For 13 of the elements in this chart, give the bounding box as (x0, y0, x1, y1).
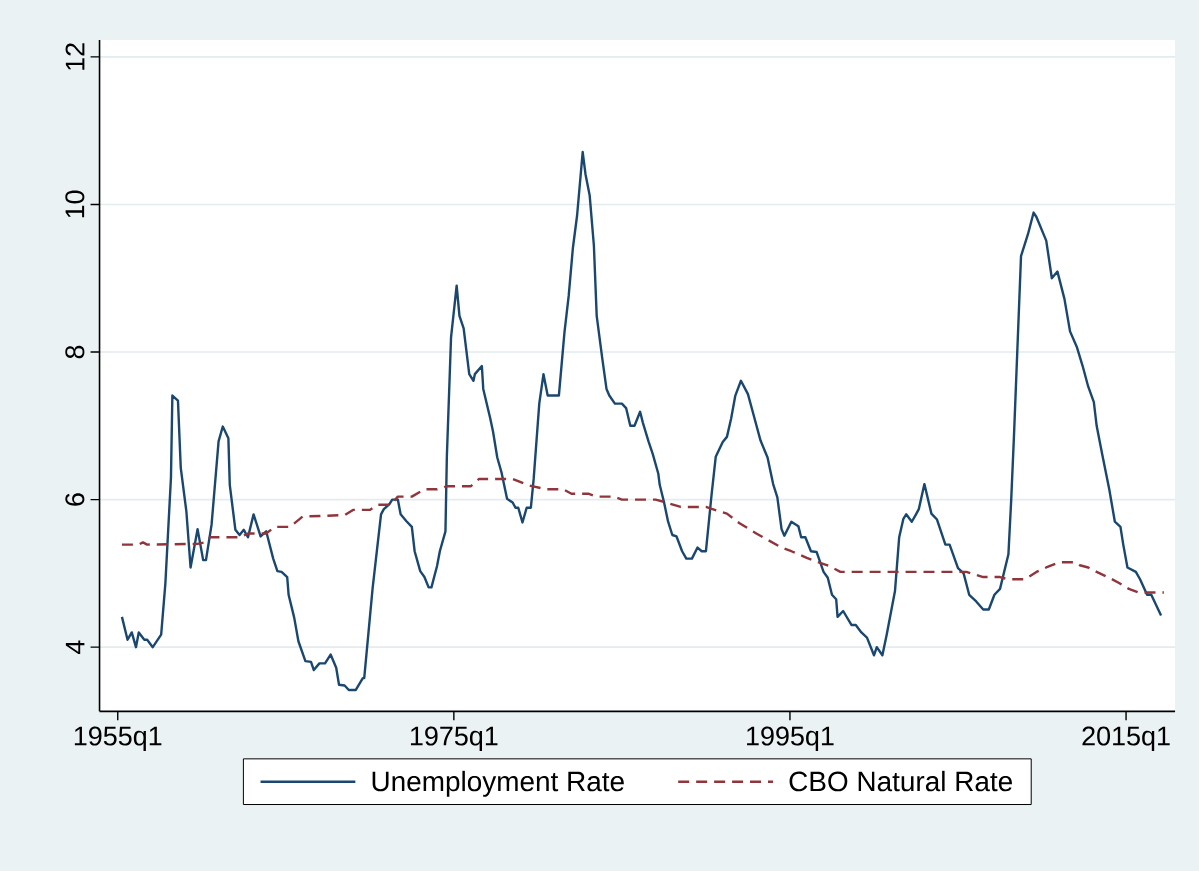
line-series (120, 477, 1166, 594)
y-tick-label: 6 (65, 493, 85, 506)
x-tick-label: 1975q1 (410, 726, 498, 751)
y-tick-label: 10 (65, 190, 85, 218)
legend-label: CBO Natural Rate (789, 770, 1012, 792)
x-tick-label: 1995q1 (747, 726, 834, 751)
line-series (120, 150, 1163, 692)
y-tick-label: 8 (65, 345, 85, 359)
y-tick-label: 4 (65, 640, 85, 655)
legend-label: Unemployment Rate (372, 770, 624, 797)
x-tick-label: 1955q1 (74, 726, 162, 751)
y-tick-label: 12 (65, 43, 85, 70)
x-tick-label: 2015q1 (1082, 726, 1170, 751)
